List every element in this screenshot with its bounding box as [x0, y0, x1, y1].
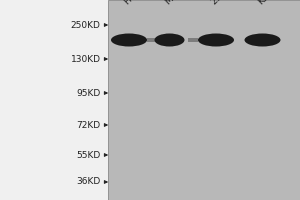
Text: MCF-7: MCF-7 [163, 0, 189, 6]
Ellipse shape [111, 33, 147, 46]
Bar [188, 38, 198, 42]
Bar [147, 38, 154, 42]
Text: 95KD: 95KD [76, 88, 100, 98]
Bar [108, 0, 300, 200]
Text: 36KD: 36KD [76, 178, 100, 186]
Ellipse shape [244, 33, 280, 46]
Text: 130KD: 130KD [70, 54, 101, 64]
Text: He la: He la [123, 0, 146, 6]
Text: K562: K562 [256, 0, 279, 6]
Ellipse shape [198, 33, 234, 46]
Text: 72KD: 72KD [76, 120, 100, 130]
Text: 55KD: 55KD [76, 150, 100, 160]
Ellipse shape [154, 33, 184, 46]
Text: 293T: 293T [210, 0, 232, 6]
Text: 250KD: 250KD [70, 21, 101, 29]
